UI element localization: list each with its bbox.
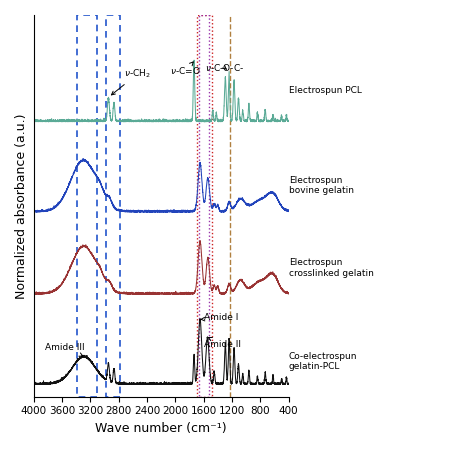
Y-axis label: Normalized absorbance (a.u.): Normalized absorbance (a.u.) — [15, 113, 28, 299]
Bar — [200, 15, 209, 397]
Text: Amide I: Amide I — [201, 313, 239, 322]
Text: Electrospun PCL: Electrospun PCL — [289, 86, 362, 95]
Text: $\nu$-C=O: $\nu$-C=O — [170, 62, 201, 76]
Text: Amide II: Amide II — [204, 338, 241, 350]
Text: Co-electrospun
gelatin-PCL: Co-electrospun gelatin-PCL — [289, 352, 357, 371]
Text: Amide III: Amide III — [45, 343, 84, 356]
X-axis label: Wave number (cm⁻¹): Wave number (cm⁻¹) — [95, 422, 227, 435]
Bar — [77, 15, 97, 397]
Text: Electrospun
bovine gelatin: Electrospun bovine gelatin — [289, 176, 354, 195]
Text: $\nu$-CH$_2$: $\nu$-CH$_2$ — [111, 68, 151, 95]
Text: Electrospun
crosslinked gelatin: Electrospun crosslinked gelatin — [289, 258, 374, 278]
Text: $\nu$-C-O-C-: $\nu$-C-O-C- — [204, 62, 244, 73]
Bar — [197, 15, 212, 397]
Bar — [106, 15, 120, 397]
